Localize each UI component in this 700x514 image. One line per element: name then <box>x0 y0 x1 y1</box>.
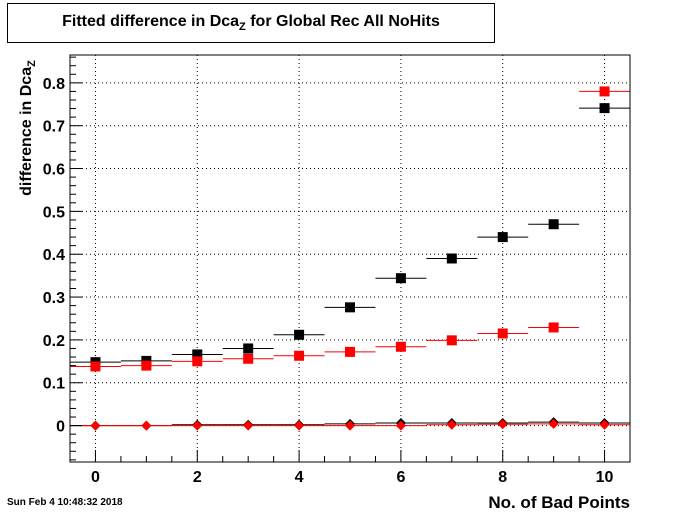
data-point <box>90 420 101 431</box>
y-tick-label: 0.5 <box>43 204 65 221</box>
x-axis-label: No. of Bad Points <box>488 493 630 512</box>
y-axis-label-main: difference in Dca <box>18 66 35 196</box>
y-axis-label-subscript: Z <box>26 60 38 67</box>
data-point <box>599 419 610 430</box>
plot-frame <box>69 54 631 463</box>
data-point <box>446 419 457 430</box>
data-point <box>243 343 254 354</box>
x-tick-label: 4 <box>295 469 304 486</box>
data-point <box>345 420 355 431</box>
data-point <box>192 420 203 431</box>
data-point <box>141 420 152 431</box>
data-point <box>192 356 203 367</box>
grid-lines <box>70 55 630 462</box>
data-point <box>243 420 254 431</box>
y-tick-label: 0.6 <box>43 162 65 179</box>
chart-title-rest: for Global Rec All NoHits <box>245 13 440 30</box>
data-point <box>294 420 305 431</box>
data-point <box>497 328 508 339</box>
data-point <box>599 103 610 114</box>
data-point <box>548 322 559 333</box>
data-point <box>90 361 101 372</box>
y-tick-label: 0.3 <box>43 290 65 307</box>
data-point <box>446 335 457 346</box>
axes: 0 2 4 6 8 10 0 0.1 0.2 0.3 0.4 0.5 0.6 0.7 0.8 <box>43 54 631 486</box>
data-point <box>497 419 508 430</box>
series-diamond-red <box>70 418 630 431</box>
y-tick-label: 0 <box>56 419 65 436</box>
y-axis-label: difference in DcaZ <box>18 60 38 196</box>
data-point <box>395 273 406 284</box>
data-point <box>192 349 203 360</box>
chart-title-main: Fitted difference in Dca <box>62 13 240 30</box>
y-tick-label: 0.4 <box>43 247 65 264</box>
x-tick-label: 8 <box>498 469 507 486</box>
y-tick-label: 0.8 <box>43 76 65 93</box>
series-square-red <box>70 86 630 372</box>
x-tick-label: 0 <box>91 469 100 486</box>
data-series <box>70 86 630 431</box>
data-point <box>294 350 305 361</box>
data-point <box>395 341 406 352</box>
data-point <box>446 253 457 264</box>
chart-title: Fitted difference in DcaZ for Global Rec… <box>8 13 494 33</box>
data-point <box>294 329 305 340</box>
y-tick-label: 0.1 <box>43 376 65 393</box>
data-point <box>548 418 559 429</box>
data-point <box>243 353 254 364</box>
x-tick-label: 6 <box>396 469 405 486</box>
data-point <box>497 232 508 243</box>
chart-title-box: Fitted difference in DcaZ for Global Rec… <box>7 3 495 43</box>
data-point <box>548 219 559 230</box>
timestamp: Sun Feb 4 10:48:32 2018 <box>7 497 123 508</box>
data-point <box>141 360 152 371</box>
y-tick-label: 0.7 <box>43 119 65 136</box>
data-point <box>345 302 355 313</box>
data-point <box>345 346 355 357</box>
y-tick-label: 0.2 <box>43 333 65 350</box>
x-tick-label: 10 <box>596 469 614 486</box>
data-point <box>599 86 610 97</box>
x-tick-label: 2 <box>193 469 202 486</box>
chart-title-subscript: Z <box>239 21 246 33</box>
data-point <box>395 420 406 431</box>
